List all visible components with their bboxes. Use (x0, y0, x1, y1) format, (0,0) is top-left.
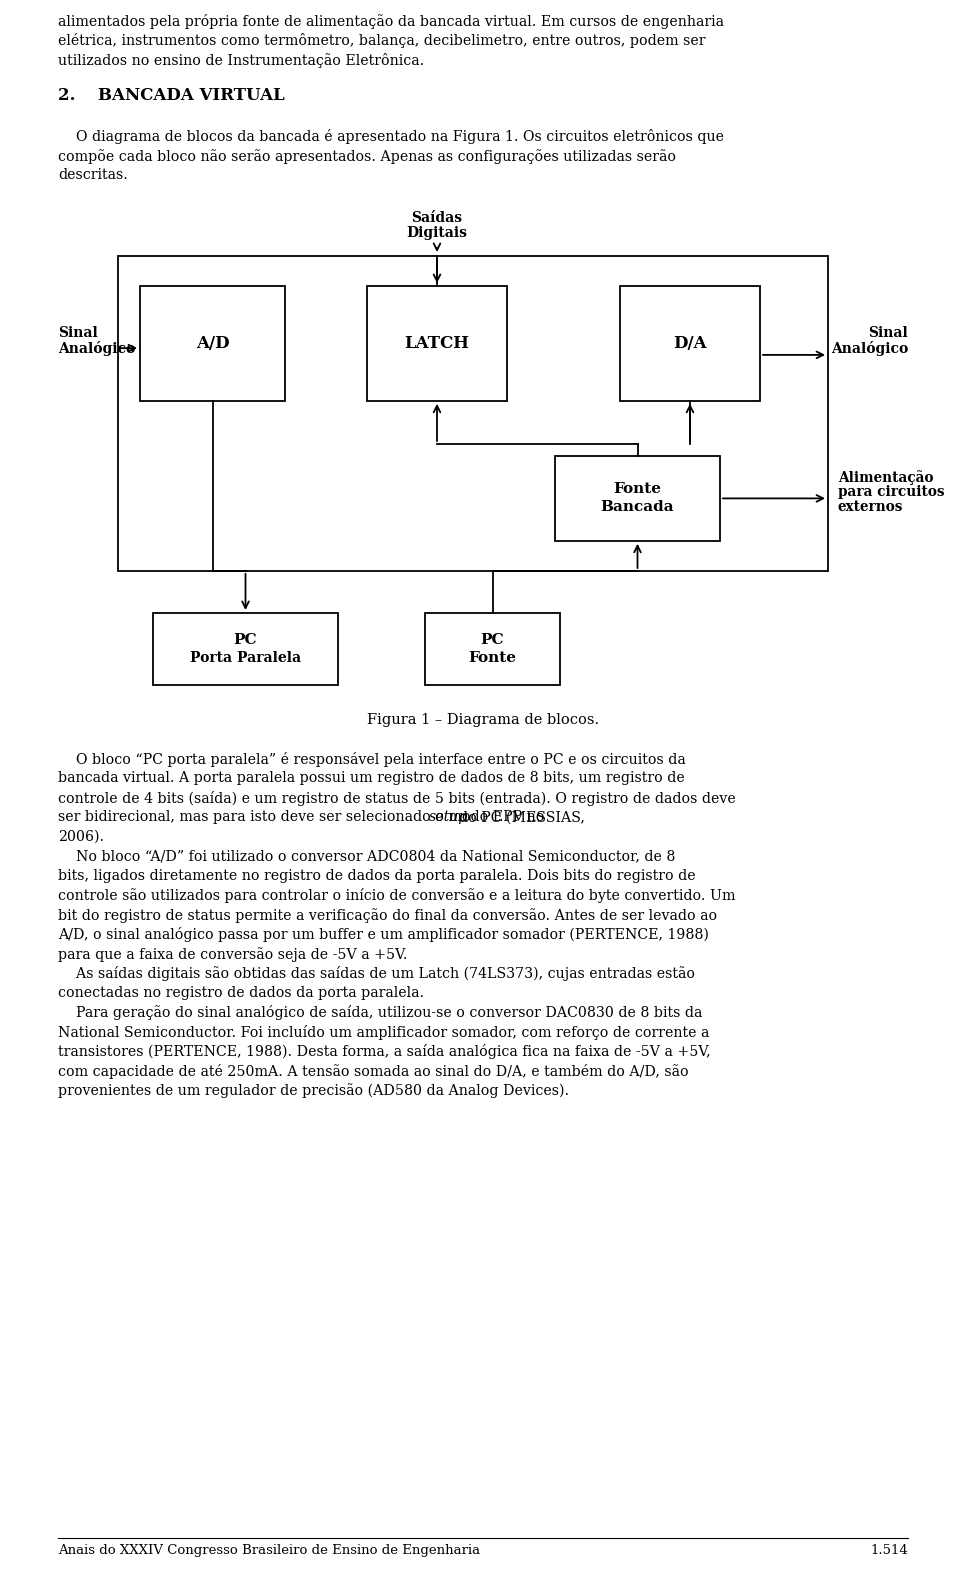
Text: ser bidirecional, mas para isto deve ser selecionado o modo EPP no: ser bidirecional, mas para isto deve ser… (58, 811, 544, 824)
Text: com capacidade de até 250mA. A tensão somada ao sinal do D/A, e também do A/D, s: com capacidade de até 250mA. A tensão so… (58, 1064, 688, 1079)
Text: controle de 4 bits (saída) e um registro de status de 5 bits (entrada). O regist: controle de 4 bits (saída) e um registro… (58, 791, 735, 806)
Text: Fonte: Fonte (613, 482, 661, 496)
Text: Sinal: Sinal (58, 326, 98, 340)
Bar (425, 613, 560, 686)
Text: Figura 1 – Diagrama de blocos.: Figura 1 – Diagrama de blocos. (367, 712, 599, 726)
Text: Saídas: Saídas (412, 210, 463, 224)
Text: A/D: A/D (196, 334, 229, 351)
Text: Fonte: Fonte (468, 651, 516, 665)
Bar (367, 286, 507, 402)
Text: 1.514: 1.514 (871, 1544, 908, 1556)
Text: As saídas digitais são obtidas das saídas de um Latch (74LS373), cujas entradas : As saídas digitais são obtidas das saída… (58, 967, 695, 981)
Bar (620, 286, 760, 402)
Text: para que a faixa de conversão seja de -5V a +5V.: para que a faixa de conversão seja de -5… (58, 948, 407, 962)
Bar (118, 256, 828, 571)
Text: 2.  BANCADA VIRTUAL: 2. BANCADA VIRTUAL (58, 86, 285, 104)
Text: LATCH: LATCH (404, 334, 469, 351)
Text: do PC (MESSIAS,: do PC (MESSIAS, (459, 811, 585, 824)
Text: Sinal: Sinal (868, 326, 908, 340)
Text: elétrica, instrumentos como termômetro, balança, decibelimetro, entre outros, po: elétrica, instrumentos como termômetro, … (58, 33, 706, 49)
Text: compõe cada bloco não serão apresentados. Apenas as configurações utilizadas ser: compõe cada bloco não serão apresentados… (58, 149, 676, 163)
Text: utilizados no ensino de Instrumentação Eletrônica.: utilizados no ensino de Instrumentação E… (58, 53, 424, 67)
Text: Analógico: Analógico (830, 340, 908, 356)
Text: Porta Paralela: Porta Paralela (190, 651, 301, 665)
Text: Alimentação: Alimentação (838, 471, 933, 485)
Text: O bloco “PC porta paralela” é responsável pela interface entre o PC e os circuit: O bloco “PC porta paralela” é responsáve… (58, 752, 685, 767)
Text: controle são utilizados para controlar o início de conversão e a leitura do byte: controle são utilizados para controlar o… (58, 888, 735, 904)
Text: conectadas no registro de dados da porta paralela.: conectadas no registro de dados da porta… (58, 985, 424, 999)
Text: National Semiconductor. Foi incluído um amplificador somador, com reforço de cor: National Semiconductor. Foi incluído um … (58, 1025, 709, 1040)
Text: Digitais: Digitais (406, 226, 468, 240)
Bar (140, 286, 285, 402)
Text: PC: PC (233, 632, 257, 646)
Bar (555, 457, 720, 541)
Text: Para geração do sinal analógico de saída, utilizou-se o conversor DAC0830 de 8 b: Para geração do sinal analógico de saída… (58, 1006, 703, 1020)
Text: O diagrama de blocos da bancada é apresentado na Figura 1. Os circuitos eletrôni: O diagrama de blocos da bancada é aprese… (58, 129, 724, 144)
Text: 2006).: 2006). (58, 830, 104, 844)
Text: PC: PC (481, 632, 504, 646)
Text: Bancada: Bancada (601, 501, 674, 515)
Text: bits, ligados diretamente no registro de dados da porta paralela. Dois bits do r: bits, ligados diretamente no registro de… (58, 869, 696, 883)
Text: bit do registro de status permite a verificação do final da conversão. Antes de : bit do registro de status permite a veri… (58, 908, 717, 923)
Text: D/A: D/A (673, 334, 707, 351)
Text: Analógico: Analógico (58, 340, 135, 356)
Text: transistores (PERTENCE, 1988). Desta forma, a saída analógica fica na faixa de -: transistores (PERTENCE, 1988). Desta for… (58, 1045, 710, 1059)
Text: externos: externos (838, 501, 903, 515)
Bar (153, 613, 338, 686)
Text: No bloco “A/D” foi utilizado o conversor ADC0804 da National Semiconductor, de 8: No bloco “A/D” foi utilizado o conversor… (58, 849, 676, 863)
Text: descritas.: descritas. (58, 168, 128, 182)
Text: setup: setup (429, 811, 468, 824)
Text: Anais do XXXIV Congresso Brasileiro de Ensino de Engenharia: Anais do XXXIV Congresso Brasileiro de E… (58, 1544, 480, 1556)
Text: A/D, o sinal analógico passa por um buffer e um amplificador somador (PERTENCE, : A/D, o sinal analógico passa por um buff… (58, 927, 708, 943)
Text: alimentados pela própria fonte de alimentação da bancada virtual. Em cursos de e: alimentados pela própria fonte de alimen… (58, 14, 724, 28)
Text: para circuitos: para circuitos (838, 485, 945, 499)
Text: bancada virtual. A porta paralela possui um registro de dados de 8 bits, um regi: bancada virtual. A porta paralela possui… (58, 772, 684, 786)
Text: provenientes de um regulador de precisão (AD580 da Analog Devices).: provenientes de um regulador de precisão… (58, 1084, 569, 1098)
